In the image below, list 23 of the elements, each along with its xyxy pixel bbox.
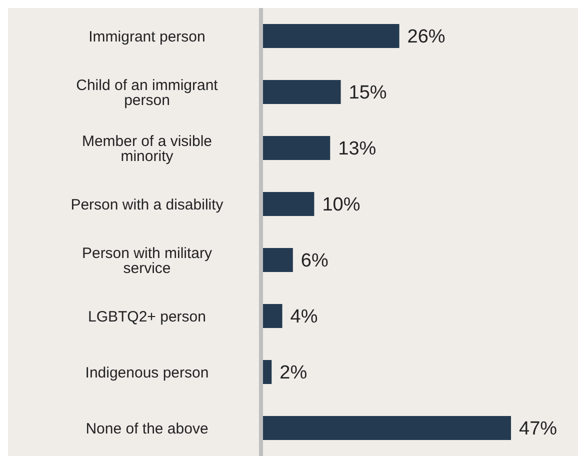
data-label: 6% [300, 250, 328, 272]
bar [261, 24, 400, 48]
data-label: 13% [338, 138, 376, 160]
bar [261, 304, 282, 328]
y-tick-label: Child of an immigrant person [76, 76, 219, 109]
data-label: 26% [407, 26, 446, 48]
bar [261, 248, 293, 272]
data-label: 2% [280, 362, 308, 384]
bar [261, 416, 511, 440]
bar [261, 192, 314, 216]
bar [261, 136, 330, 160]
y-tick-label: Person with military service [82, 244, 213, 277]
y-tick-label: LGBTQ2+ person [88, 308, 206, 326]
data-label: 10% [322, 194, 360, 216]
y-tick-label: Indigenous person [85, 364, 209, 382]
y-tick-label: None of the above [86, 420, 208, 438]
y-tick-label: Person with a disability [70, 196, 224, 214]
data-label: 15% [348, 82, 387, 104]
bar [261, 80, 341, 104]
y-tick-label: Member of a visible minority [82, 132, 212, 165]
y-tick-label: Immigrant person [88, 28, 206, 46]
data-label: 47% [519, 418, 558, 440]
data-label: 4% [290, 306, 318, 328]
